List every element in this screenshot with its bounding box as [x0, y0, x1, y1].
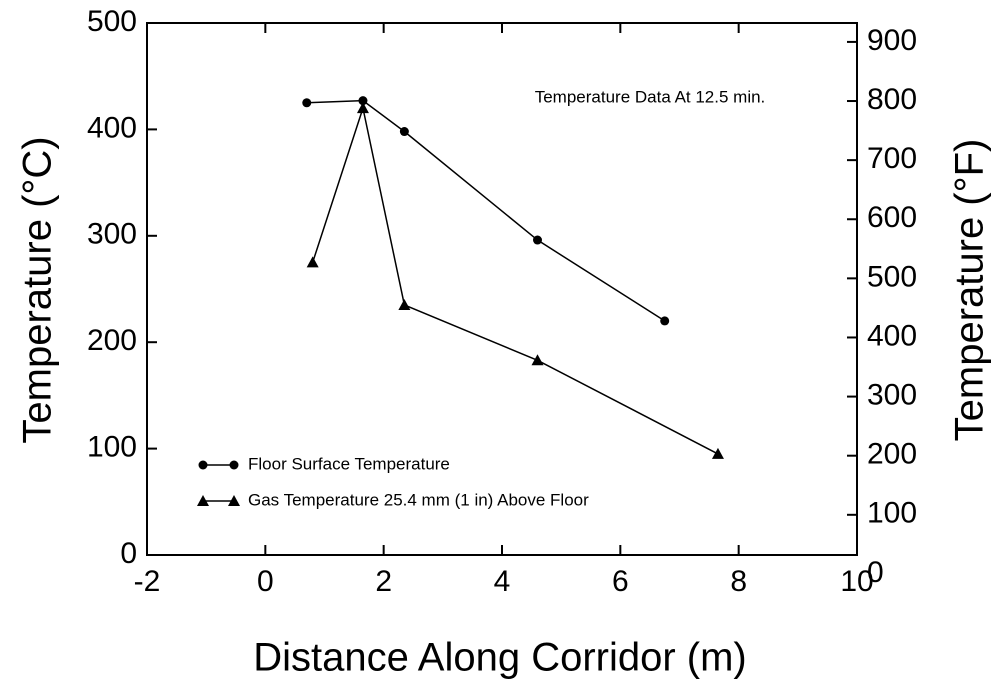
point — [306, 256, 319, 268]
y-axis-label: Temperature (°C) — [16, 136, 60, 443]
y2-tick-label: 300 — [867, 379, 917, 412]
y2-tick-label: 600 — [867, 201, 917, 234]
x-tick-label: 10 — [840, 565, 873, 598]
y2-tick-label: 400 — [867, 319, 917, 352]
x-tick-label: 8 — [730, 565, 747, 598]
x-tick-label: 2 — [375, 565, 392, 598]
y2-tick-label: 100 — [867, 497, 917, 530]
x-axis-label: Distance Along Corridor (m) — [253, 636, 747, 680]
point — [399, 127, 409, 137]
point — [660, 316, 670, 326]
legend-marker — [197, 495, 209, 506]
point — [358, 96, 368, 106]
y-tick-label: 500 — [87, 5, 137, 38]
point — [302, 98, 312, 108]
point — [356, 102, 369, 114]
legend-label: Gas Temperature 25.4 mm (1 in) Above Flo… — [248, 490, 589, 509]
y2-axis-label: Temperature (°F) — [948, 139, 992, 442]
annotation: Temperature Data At 12.5 min. — [535, 87, 766, 106]
legend-marker — [198, 460, 208, 470]
x-tick-label: 6 — [612, 565, 629, 598]
point — [533, 235, 542, 245]
series-line — [306, 99, 666, 322]
point — [711, 447, 724, 459]
y2-tick-label: 900 — [867, 24, 917, 57]
legend-label: Floor Surface Temperature — [248, 454, 450, 473]
point — [531, 354, 544, 366]
series-line — [311, 105, 719, 455]
point — [398, 298, 411, 310]
y-tick-label: 300 — [87, 218, 137, 251]
y2-tick-label: 700 — [867, 142, 917, 175]
legend-marker — [228, 495, 240, 506]
x-tick-label: -2 — [134, 565, 161, 598]
y2-tick-label: 0 — [867, 556, 884, 589]
legend-marker — [229, 460, 239, 470]
y-tick-label: 100 — [87, 431, 137, 464]
y2-tick-label: 500 — [867, 260, 917, 293]
y2-tick-label: 800 — [867, 83, 917, 116]
y2-tick-label: 200 — [867, 438, 917, 471]
y-tick-label: 400 — [87, 111, 137, 144]
y-tick-label: 0 — [120, 537, 137, 570]
x-tick-label: 0 — [257, 565, 274, 598]
y-tick-label: 200 — [87, 324, 137, 357]
x-tick-label: 4 — [494, 565, 511, 598]
